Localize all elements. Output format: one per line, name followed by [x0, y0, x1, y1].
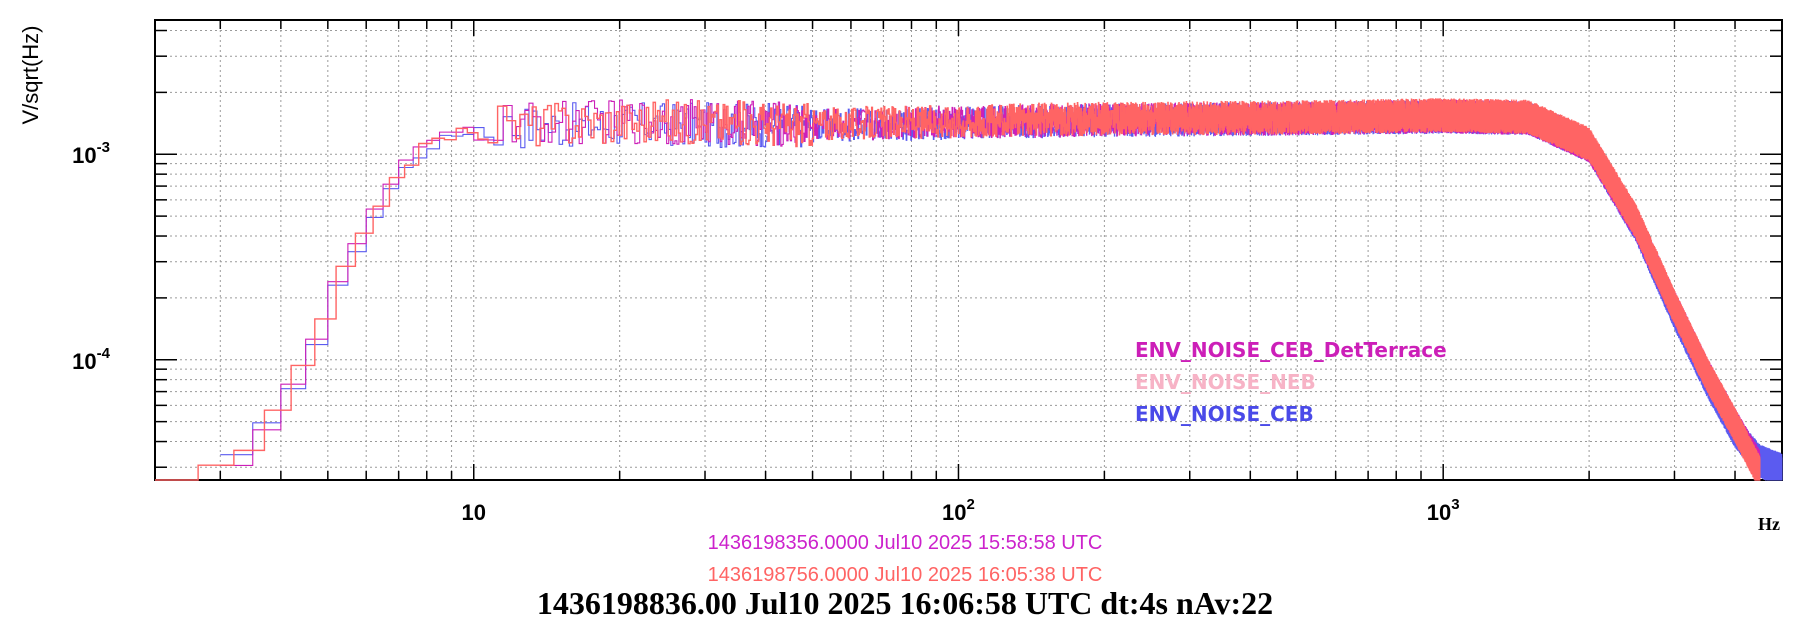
legend-entry: ENV_NOISE_NEB	[1135, 370, 1316, 394]
x-tick-label: 10	[462, 500, 486, 525]
x-tick-labels: 10 102 103	[462, 496, 1460, 525]
series-line-env-noise-neb	[155, 98, 1761, 481]
y-tick-label: 10-4	[72, 345, 110, 374]
minor-ticks	[155, 20, 1782, 480]
y-tick-label: 10-3	[72, 139, 110, 168]
legend-entry: ENV_NOISE_CEB_DetTerrace	[1135, 338, 1447, 362]
grid	[155, 20, 1782, 480]
timestamp-line-1: 1436198356.0000 Jul10 2025 15:58:58 UTC	[707, 532, 1103, 554]
series-layer	[155, 98, 1783, 481]
x-tick-label: 102	[942, 496, 975, 525]
x-tick-label: 103	[1427, 496, 1460, 525]
x-axis-unit: Hz	[1758, 514, 1780, 530]
timestamp-line-2: 1436198756.0000 Jul10 2025 16:05:38 UTC	[707, 564, 1103, 586]
legend: ENV_NOISE_CEB_DetTerrace ENV_NOISE_NEB ENV…	[1135, 338, 1447, 426]
caption: 1436198836.00 Jul10 2025 16:06:58 UTC dt…	[536, 585, 1274, 621]
y-tick-labels: 10-3 10-4	[72, 139, 110, 374]
spectrum-chart: 10 102 103 10-3 10-4 V/sqrt(Hz) Hz ENV_NOIS…	[18, 19, 1783, 530]
legend-entry: ENV_NOISE_CEB	[1135, 402, 1314, 426]
y-axis-label: V/sqrt(Hz)	[18, 26, 43, 125]
plot-frame	[154, 19, 1783, 481]
